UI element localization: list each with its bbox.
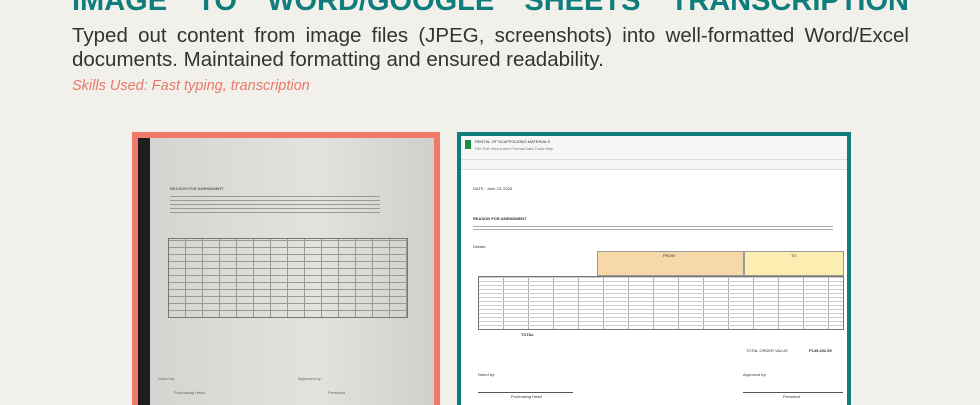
sheet-paragraph <box>473 224 833 232</box>
sheet-menu: File Edit View Insert Format Data Tools … <box>475 146 554 151</box>
sheets-toolbar <box>461 136 847 160</box>
transcribed-sheet-frame: RENTAL OF SCAFFOLDING MATERIALS File Edi… <box>457 132 851 405</box>
sheet-total-label: TOTAL <box>521 332 534 337</box>
description: Typed out content from image files (JPEG… <box>72 24 909 71</box>
photo-noted-by: Noted by: <box>158 376 176 381</box>
sheet-approved-by: Approved by: <box>743 372 767 377</box>
sheet-noted-by: Noted by: <box>478 372 496 377</box>
page-title: IMAGE TO WORD/GOOGLE SHEETS TRANSCRIPTIO… <box>72 0 909 17</box>
skills-label: Skills Used <box>72 78 144 94</box>
photo-heading: REASON FOR AMENDMENT <box>170 186 224 191</box>
skills-used: Skills Used: Fast typing, transcription <box>72 78 310 94</box>
photo-signatory-left: Purchasing Head <box>174 390 205 395</box>
sheet-date: DATE : June 23, 2025 <box>473 186 513 191</box>
from-label: FROM <box>663 253 675 258</box>
sheet-heading: REASON FOR AMENDMENT <box>473 216 527 221</box>
skills-list: : Fast typing, transcription <box>143 78 310 94</box>
to-label: TO <box>791 253 797 258</box>
order-total-value: P145,252.50 <box>809 348 832 353</box>
signature-line-right <box>743 392 843 393</box>
google-sheets-screenshot: RENTAL OF SCAFFOLDING MATERIALS File Edi… <box>461 136 847 405</box>
photo-table <box>168 238 408 318</box>
sheet-table <box>478 276 844 330</box>
column-headers <box>461 160 847 170</box>
sheets-logo-icon <box>465 140 471 149</box>
signature-line-left <box>478 392 573 393</box>
photo-approved-by: Approved by: <box>298 376 322 381</box>
sheet-doc-title: RENTAL OF SCAFFOLDING MATERIALS <box>475 139 551 144</box>
original-image-frame: REASON FOR AMENDMENT Noted by: Approved … <box>132 132 440 405</box>
to-header: TO <box>744 251 844 276</box>
photo-signatory-right: President <box>328 390 345 395</box>
sheet-details: Details: <box>473 244 487 249</box>
from-header: FROM <box>597 251 744 276</box>
photo-paragraph <box>170 194 380 216</box>
sheet-signatory-right: President <box>783 394 800 399</box>
original-document-photo: REASON FOR AMENDMENT Noted by: Approved … <box>138 138 434 405</box>
order-total-label: TOTAL ORDER VALUE <box>746 348 788 353</box>
sheet-signatory-left: Purchasing Head <box>511 394 542 399</box>
